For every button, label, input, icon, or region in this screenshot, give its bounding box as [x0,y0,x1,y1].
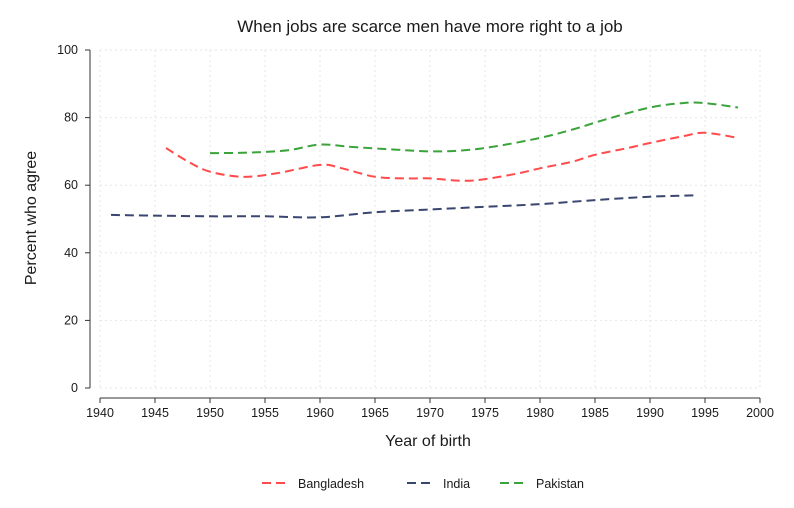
gridlines [99,49,761,389]
x-tick-label: 1940 [86,406,114,420]
y-tick-label: 60 [64,178,78,192]
x-tick-label: 1960 [306,406,334,420]
legend-label-bangladesh: Bangladesh [298,477,364,491]
y-tick-label: 100 [57,43,78,57]
y-tick-label: 20 [64,313,78,327]
x-tick-label: 1945 [141,406,169,420]
legend: Bangladesh India Pakistan [262,477,584,491]
chart-title: When jobs are scarce men have more right… [237,17,623,36]
x-tick-label: 1990 [636,406,664,420]
legend-label-pakistan: Pakistan [536,477,584,491]
x-tick-label: 1980 [526,406,554,420]
series-line-india [110,194,695,219]
y-axis-label: Percent who agree [23,151,40,285]
legend-label-india: India [443,477,470,491]
series-line-bangladesh [165,131,739,182]
y-tick-label: 0 [71,381,78,395]
series-layer [110,101,739,219]
x-tick-label: 1965 [361,406,389,420]
x-axis-label: Year of birth [385,433,471,450]
x-tick-label: 1955 [251,406,279,420]
x-tick-label: 1975 [471,406,499,420]
x-tick-label: 1985 [581,406,609,420]
x-tick-label: 2000 [746,406,774,420]
x-tick-label: 1970 [416,406,444,420]
axes: 0 20 40 60 80 100 1940 1945 1950 1955 1960 1965 1970… [57,43,774,420]
x-tick-label: 1950 [196,406,224,420]
x-tick-label: 1995 [691,406,719,420]
series-line-pakistan [209,101,739,155]
y-tick-label: 40 [64,246,78,260]
y-tick-label: 80 [64,111,78,125]
